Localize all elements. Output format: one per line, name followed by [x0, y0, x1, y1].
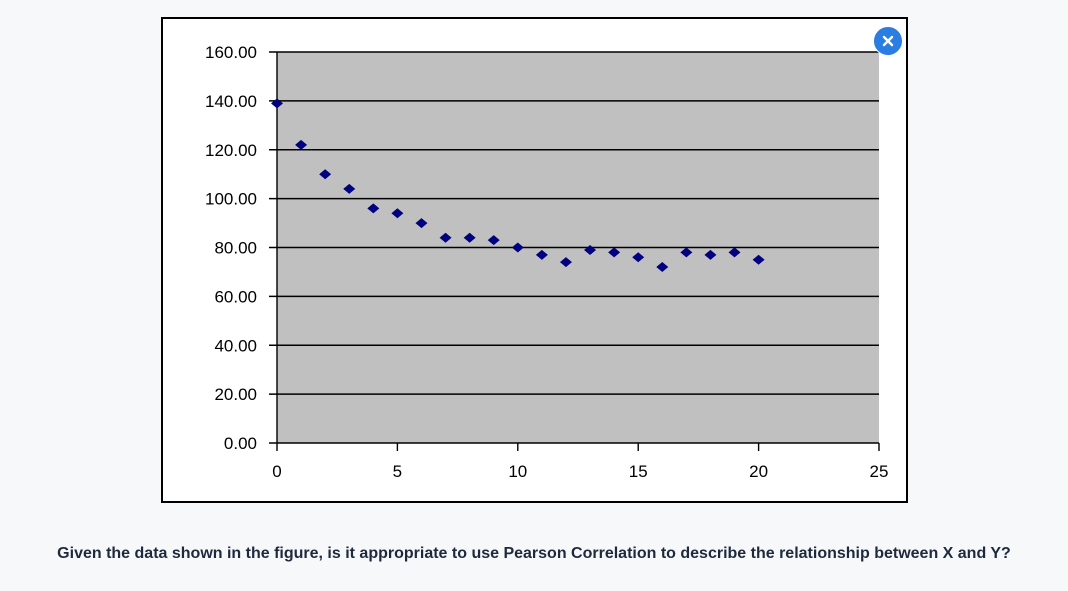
data-point [584, 244, 597, 255]
data-point [511, 242, 524, 253]
y-tick-label: 140.00 [205, 92, 257, 111]
y-tick-label: 60.00 [214, 287, 257, 306]
data-point [463, 232, 476, 243]
data-point [704, 249, 717, 260]
x-tick-label: 15 [629, 462, 648, 481]
scatter-chart: 0.00 20.00 40.00 60.00 80.00 100.00 120.00 140.… [205, 43, 889, 481]
data-point [680, 247, 693, 258]
data-point [391, 208, 404, 219]
data-point [295, 139, 308, 150]
data-point [632, 252, 645, 263]
data-point [728, 247, 741, 258]
data-point [559, 257, 572, 268]
y-tick-label: 100.00 [205, 190, 257, 209]
data-point [439, 232, 452, 243]
y-tick-label: 160.00 [205, 43, 257, 62]
data-point [752, 254, 765, 265]
data-point [319, 169, 332, 180]
y-tick-label: 40.00 [214, 336, 257, 355]
x-tick-label: 5 [393, 462, 402, 481]
x-tick-label: 0 [272, 462, 281, 481]
data-point [608, 247, 621, 258]
data-point [535, 249, 548, 260]
y-tick-label: 80.00 [214, 239, 257, 258]
data-point [271, 98, 283, 109]
y-tick-label: 120.00 [205, 141, 257, 160]
data-point [415, 218, 428, 229]
data-point [343, 183, 356, 194]
x-tick-label: 25 [870, 462, 889, 481]
y-tick-label: 20.00 [214, 385, 257, 404]
close-icon [882, 35, 894, 47]
data-point [656, 262, 669, 273]
y-tick-label: 0.00 [224, 434, 257, 453]
chart-frame: 0.00 20.00 40.00 60.00 80.00 100.00 120.00 140.… [161, 17, 908, 503]
close-button[interactable] [873, 26, 903, 56]
x-tick-label: 20 [749, 462, 768, 481]
question-text: Given the data shown in the figure, is i… [57, 545, 1011, 562]
data-point [487, 235, 500, 246]
x-tick-label: 10 [508, 462, 527, 481]
data-point [367, 203, 380, 214]
